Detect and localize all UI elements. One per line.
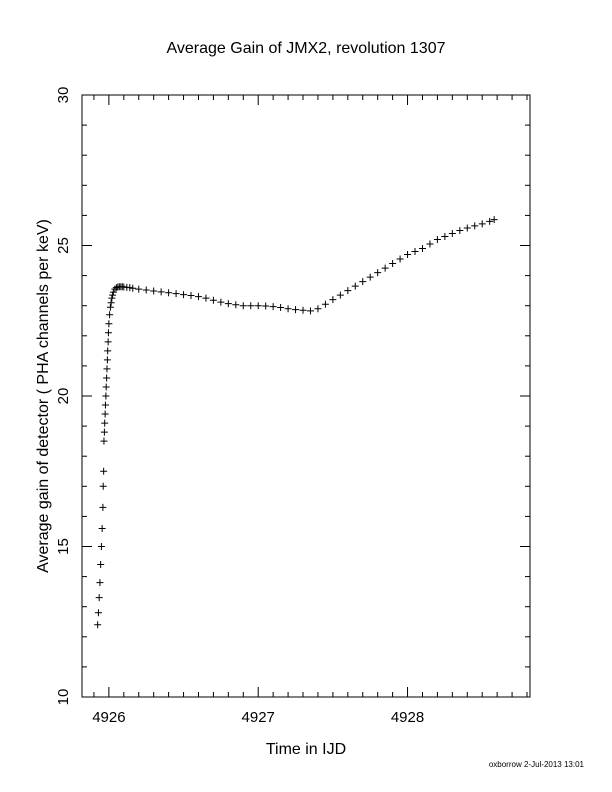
data-point xyxy=(254,302,262,310)
data-point xyxy=(112,284,120,292)
data-point xyxy=(103,374,111,382)
data-point xyxy=(102,383,110,391)
data-point xyxy=(299,306,307,314)
y-axis: 10 15 20 25 30 xyxy=(55,87,530,706)
data-point xyxy=(94,609,102,617)
data-point xyxy=(109,291,117,299)
data-point xyxy=(478,220,486,228)
data-point xyxy=(217,298,225,306)
footer-stamp: oxborrow 2-Jul-2013 13:01 xyxy=(488,760,584,769)
data-point xyxy=(172,290,180,298)
data-point xyxy=(411,248,419,256)
x-tick-label: 4927 xyxy=(242,709,275,726)
data-point xyxy=(448,229,456,237)
data-point xyxy=(232,301,240,309)
data-point xyxy=(209,296,217,304)
data-point xyxy=(336,291,344,299)
data-point xyxy=(157,288,165,296)
data-point xyxy=(96,579,104,587)
data-point xyxy=(224,300,232,308)
data-point xyxy=(165,289,173,297)
data-point xyxy=(109,288,117,296)
data-point xyxy=(381,264,389,272)
data-point xyxy=(433,235,441,243)
data-point xyxy=(321,300,329,308)
data-point xyxy=(101,419,109,427)
data-point xyxy=(135,285,143,293)
data-point xyxy=(180,291,188,299)
data-point xyxy=(404,251,412,259)
data-point xyxy=(101,401,109,409)
data-point xyxy=(105,320,113,328)
data-point xyxy=(100,437,108,445)
x-tick-label: 4928 xyxy=(391,709,424,726)
data-point xyxy=(97,543,105,550)
data-point xyxy=(396,255,404,263)
y-tick-label: 10 xyxy=(55,689,72,706)
y-tick-label: 15 xyxy=(55,538,72,555)
data-point xyxy=(187,291,195,299)
data-point xyxy=(108,294,116,302)
data-point xyxy=(426,240,434,248)
y-tick-label: 25 xyxy=(55,237,72,254)
data-point xyxy=(329,296,337,304)
data-point xyxy=(98,524,106,532)
data-point xyxy=(100,467,108,475)
data-point xyxy=(99,503,107,511)
data-point xyxy=(471,222,479,230)
data-point xyxy=(306,307,314,315)
data-point xyxy=(106,311,114,319)
data-point xyxy=(239,302,247,310)
data-point xyxy=(389,260,397,268)
data-point xyxy=(97,561,105,569)
data-point xyxy=(344,287,352,295)
data-point xyxy=(262,302,270,310)
y-tick-label: 30 xyxy=(55,87,72,104)
data-point xyxy=(129,284,137,292)
data-point xyxy=(292,306,300,314)
data-point xyxy=(106,303,114,311)
data-point xyxy=(456,226,464,234)
data-point xyxy=(126,284,134,292)
data-point xyxy=(351,282,359,290)
data-point xyxy=(284,305,292,313)
data-point xyxy=(107,299,115,307)
x-axis: 4926 4927 4928 xyxy=(92,95,528,726)
data-point xyxy=(374,269,382,277)
data-point xyxy=(269,303,277,311)
data-point xyxy=(95,594,103,602)
data-point xyxy=(418,245,426,253)
plot-frame xyxy=(81,94,531,698)
data-point xyxy=(104,347,112,355)
data-point xyxy=(103,365,111,373)
x-axis-label: Time in IJD xyxy=(266,741,346,758)
data-point xyxy=(104,338,112,346)
data-point xyxy=(314,305,322,313)
data-point xyxy=(150,287,158,295)
data-point xyxy=(277,304,285,312)
data-point xyxy=(486,217,494,225)
x-tick-label: 4926 xyxy=(92,709,125,726)
y-axis-label: Average gain of detector ( PHA channels … xyxy=(35,219,52,573)
data-point xyxy=(247,302,255,310)
data-point xyxy=(103,356,111,364)
data-point xyxy=(202,294,210,302)
data-point xyxy=(194,293,202,301)
data-point xyxy=(102,392,110,400)
data-series xyxy=(94,216,498,629)
data-point xyxy=(441,232,449,240)
data-point xyxy=(490,216,498,224)
data-point xyxy=(366,273,374,281)
data-point xyxy=(101,410,109,418)
data-point xyxy=(99,482,107,490)
data-point xyxy=(359,278,367,286)
y-tick-label: 20 xyxy=(55,388,72,405)
data-point xyxy=(142,286,150,294)
data-point xyxy=(100,428,108,436)
data-point xyxy=(463,224,471,232)
data-point xyxy=(94,621,102,629)
chart-title: Average Gain of JMX2, revolution 1307 xyxy=(167,40,446,57)
data-point xyxy=(104,329,112,337)
